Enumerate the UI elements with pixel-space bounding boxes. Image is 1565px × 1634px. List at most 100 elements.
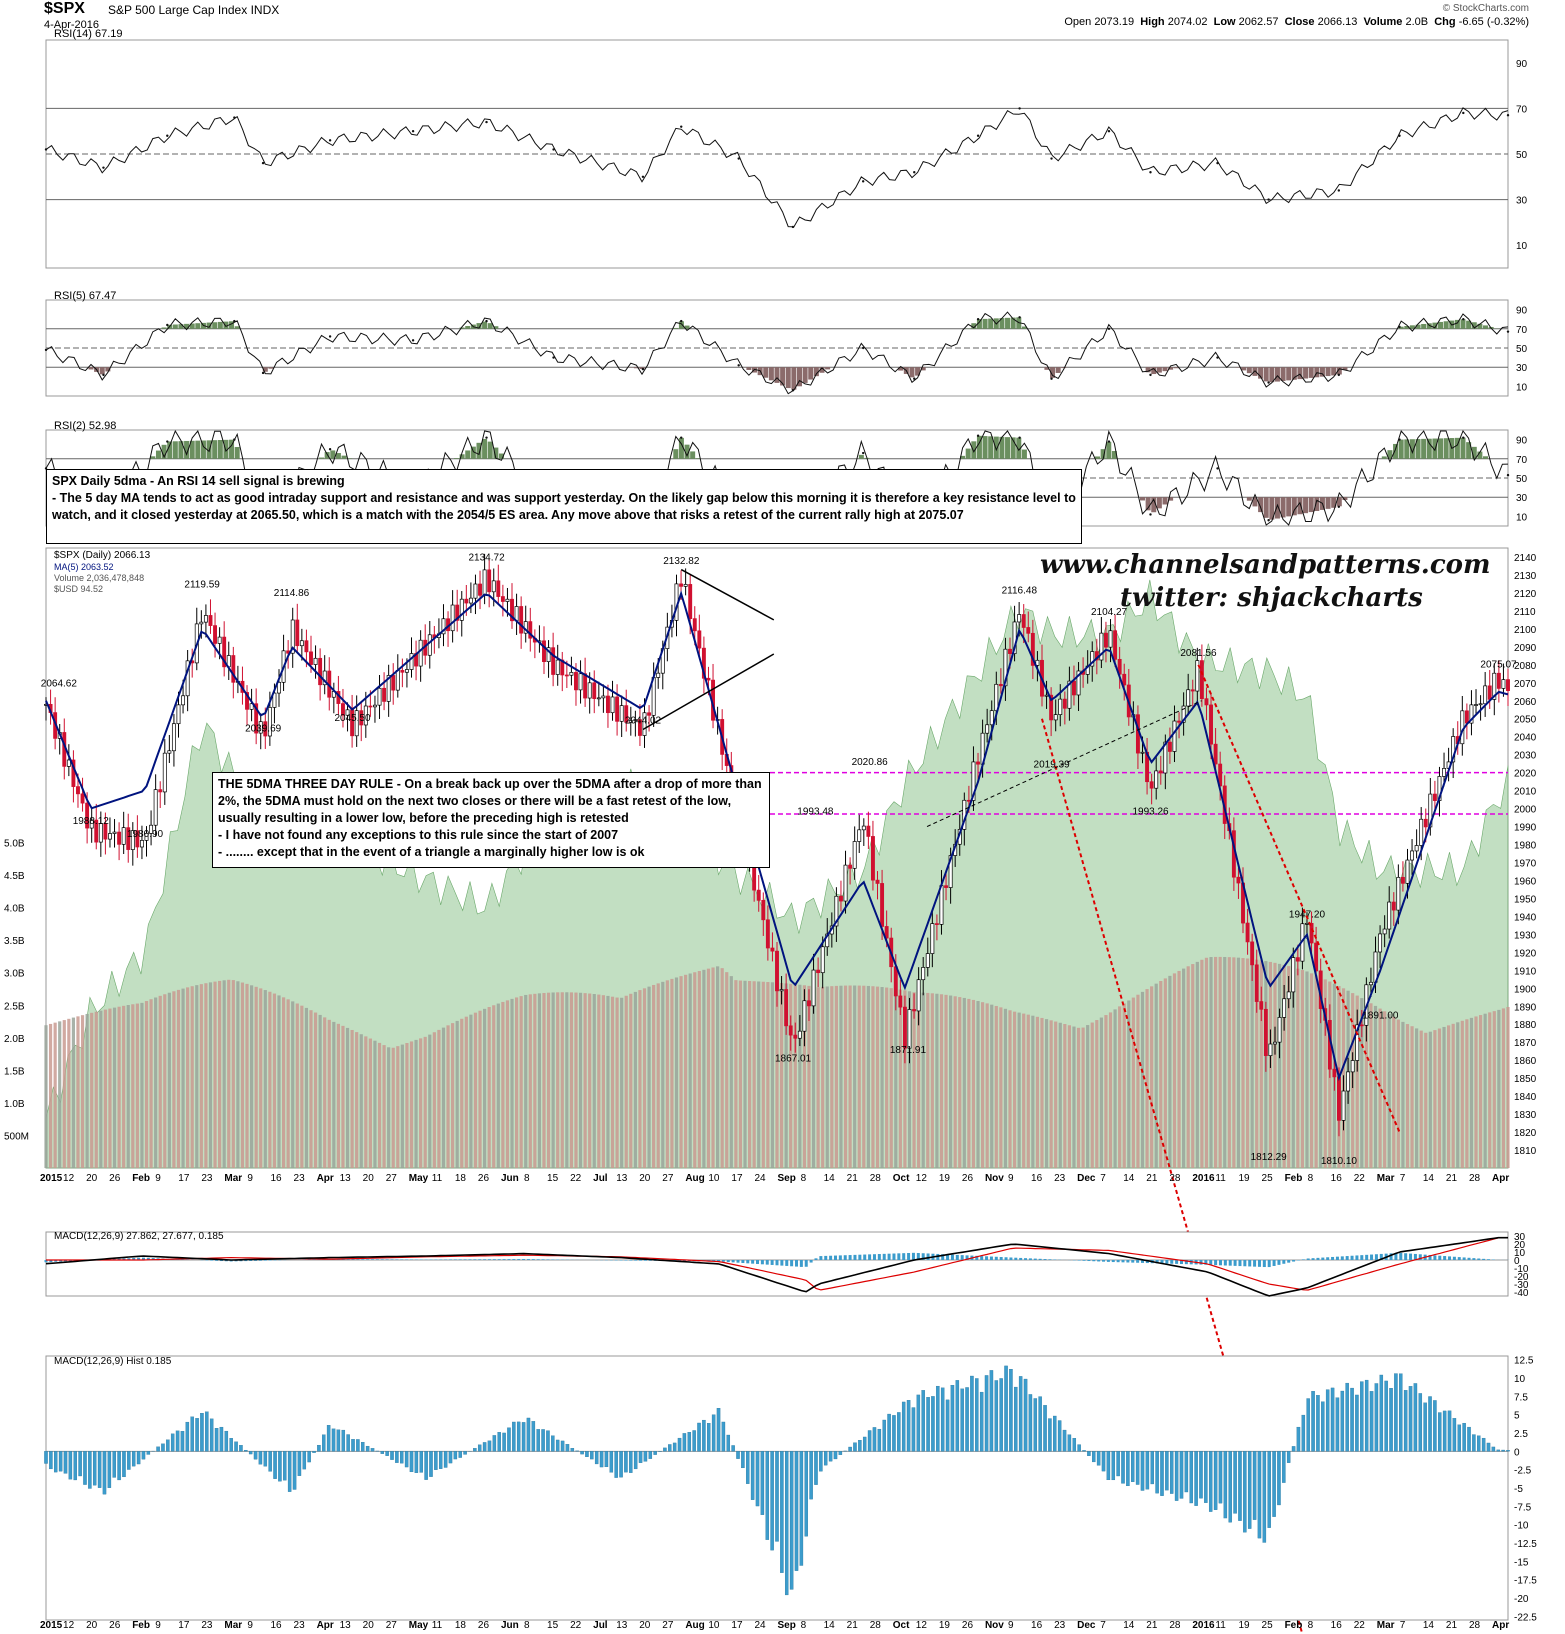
volume-bar [505, 1000, 510, 1168]
rsi14-tick-90: 90 [1516, 59, 1528, 70]
volume-bar [994, 1005, 998, 1168]
candle-down [208, 615, 213, 626]
x-tick-15-bottom: 15 [547, 1620, 559, 1631]
volume-bar [163, 994, 167, 1168]
volume-bar [688, 973, 692, 1168]
volume-bar [199, 984, 203, 1168]
volume-bar [1460, 1020, 1464, 1168]
volume-bar [729, 976, 733, 1168]
hist-tick-7.5: 7.5 [1514, 1392, 1528, 1403]
hist-bar [560, 1440, 565, 1452]
volume-bar [770, 982, 775, 1168]
rsi5-point [641, 367, 645, 371]
price-label-2039.69: 2039.69 [245, 723, 282, 734]
candle-up [1346, 1071, 1351, 1092]
hist-bar [63, 1451, 68, 1474]
x-tick-12-bottom: 12 [63, 1620, 75, 1631]
macd-small-hist-bar [137, 1257, 141, 1260]
price-tick-1860: 1860 [1514, 1056, 1537, 1067]
volume-bar [802, 985, 807, 1168]
candle-down [126, 827, 131, 850]
hist-bar [1403, 1390, 1408, 1452]
hist-bar [516, 1421, 521, 1452]
volume-bar [391, 1047, 395, 1168]
candle-up [491, 580, 496, 593]
x-tick-May-bottom: May [409, 1620, 429, 1631]
candle-up [569, 672, 574, 676]
hist-bar [390, 1451, 394, 1460]
candle-down [1177, 720, 1181, 723]
macd-small-hist-bar [1272, 1260, 1276, 1266]
x-tick-28-bottom: 28 [870, 1620, 882, 1631]
price-label-1867.01: 1867.01 [775, 1054, 812, 1065]
candle-up [1035, 659, 1040, 666]
candle-up [1405, 859, 1410, 884]
candle-down [464, 598, 469, 604]
macd-small-hist-bar [902, 1253, 906, 1260]
volume-bar [249, 985, 254, 1168]
candle-down [1245, 922, 1250, 943]
price-label: $SPX (Daily) 2066.13 [54, 550, 151, 561]
rsi14-point [1398, 134, 1401, 137]
rsi14-label: RSI(14) 67.19 [54, 28, 123, 40]
ohlc-readout: Open 2073.19 High 2074.02 Low 2062.57 Cl… [1064, 16, 1529, 28]
rsi2-label: RSI(2) 52.98 [54, 420, 117, 432]
hist-bar [83, 1451, 87, 1485]
hist-bar [828, 1451, 833, 1462]
hist-bar [1428, 1396, 1432, 1452]
macd-small-hist-bar [911, 1252, 915, 1260]
hist-bar [989, 1370, 994, 1452]
candle-up [1108, 630, 1113, 648]
volume-bar [514, 997, 519, 1168]
macd-small-hist-bar [926, 1253, 930, 1260]
macd-small-hist-bar [1077, 1260, 1081, 1261]
hist-bar [1330, 1387, 1335, 1452]
hist-bar [1423, 1402, 1427, 1452]
hist-bar [872, 1427, 877, 1452]
hist-bar [287, 1451, 292, 1492]
x-tick-27-top: 27 [662, 1173, 674, 1184]
hist-bar [1213, 1451, 1218, 1510]
hist-bar [1267, 1451, 1271, 1528]
rsi2-point [861, 451, 865, 455]
hist-bar [541, 1429, 545, 1452]
macd-small-hist-bar [312, 1259, 316, 1260]
rsi14-point [641, 175, 645, 178]
x-tick-Mar-bottom: Mar [224, 1620, 242, 1631]
volume-bar [487, 1007, 491, 1168]
hist-bar [1204, 1451, 1208, 1503]
candle-up [1442, 768, 1446, 777]
volume-bar [848, 985, 852, 1168]
macd-small-hist-bar [731, 1260, 735, 1263]
candle-down [528, 621, 533, 639]
volume-bar [926, 992, 930, 1168]
candle-down [807, 1000, 811, 1007]
rsi14-point [976, 134, 980, 137]
hist-bar [351, 1439, 355, 1452]
hist-bar [190, 1416, 194, 1452]
hist-bar [711, 1414, 716, 1452]
hist-bar [531, 1421, 536, 1452]
hist-bar [1135, 1451, 1140, 1485]
volume-bar [245, 983, 249, 1168]
hist-bar [1389, 1388, 1393, 1452]
hist-bar [1004, 1365, 1008, 1452]
volume-bar [1396, 1019, 1400, 1168]
volume-bar [259, 988, 263, 1168]
volume-bar [1501, 1008, 1506, 1168]
hist-bar [653, 1451, 657, 1455]
volume-bar [464, 1016, 468, 1168]
macd-tick--30: -30 [1514, 1280, 1529, 1291]
hist-bar [463, 1451, 467, 1455]
volume-bar [483, 1008, 487, 1168]
candle-up [66, 759, 71, 767]
candle-up [1396, 876, 1401, 911]
hist-bar [507, 1427, 511, 1452]
macd-small-hist-bar [751, 1260, 755, 1264]
macd-small-hist-bar [151, 1258, 155, 1260]
price-tick-1920: 1920 [1514, 948, 1537, 959]
volume-bar [670, 978, 674, 1168]
x-tick-26-top: 26 [478, 1173, 490, 1184]
hist-bar [361, 1442, 365, 1452]
hist-bar [1325, 1389, 1330, 1452]
